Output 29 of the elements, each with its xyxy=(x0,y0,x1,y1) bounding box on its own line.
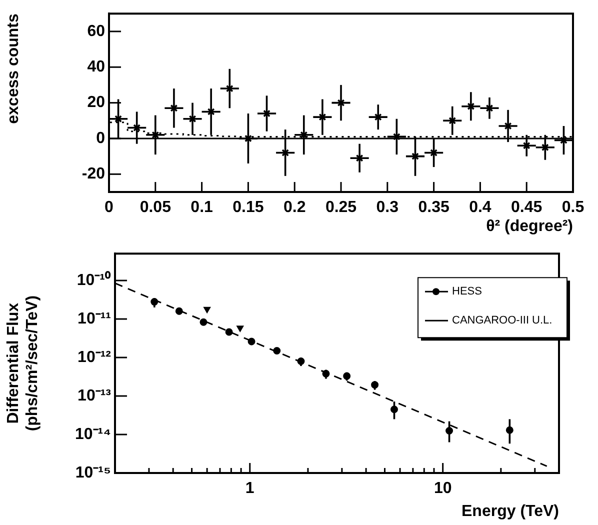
x-tick-label: 0.3 xyxy=(376,199,399,216)
x-tick-label: 1 xyxy=(245,480,254,498)
y-tick-label: 10⁻¹³ xyxy=(78,387,111,404)
y-tick-label: 20 xyxy=(87,94,106,112)
x-axis-title: Energy (TeV) xyxy=(462,502,559,520)
x-tick-label: 10 xyxy=(434,480,452,498)
y-tick-label: 10⁻¹² xyxy=(78,348,111,366)
y-tick-label: -20 xyxy=(82,166,106,183)
x-tick-label: 0.35 xyxy=(418,199,450,216)
y-tick-label: 60 xyxy=(87,22,106,40)
y-tick-label: 10⁻¹⁵ xyxy=(75,464,111,482)
legend-label: CANGAROO-III U.L. xyxy=(452,314,552,327)
x-tick-label: 0.05 xyxy=(140,199,172,216)
y-tick-label: 10⁻¹⁰ xyxy=(76,270,111,289)
y-tick-label: 0 xyxy=(96,130,106,147)
x-tick-label: 0.5 xyxy=(562,199,584,216)
legend-label: HESS xyxy=(452,286,482,298)
y-tick-label: 10⁻¹¹ xyxy=(78,310,111,328)
x-tick-label: 0.1 xyxy=(190,199,214,216)
y-axis-title: Differential Flux (phs/cm²/sec/TeV) xyxy=(5,295,42,432)
y-axis-title: excess counts xyxy=(5,14,22,124)
x-tick-label: 0.25 xyxy=(325,199,357,216)
x-tick-label: 0.4 xyxy=(469,199,492,216)
y-tick-label: 10⁻¹⁴ xyxy=(74,426,112,443)
y-tick-label: 40 xyxy=(87,58,106,76)
x-tick-label: 0.2 xyxy=(283,199,306,216)
x-tick-label: 0.15 xyxy=(232,199,264,216)
x-axis-title: θ² (degree²) xyxy=(486,218,573,235)
x-tick-label: 0.45 xyxy=(511,199,542,216)
